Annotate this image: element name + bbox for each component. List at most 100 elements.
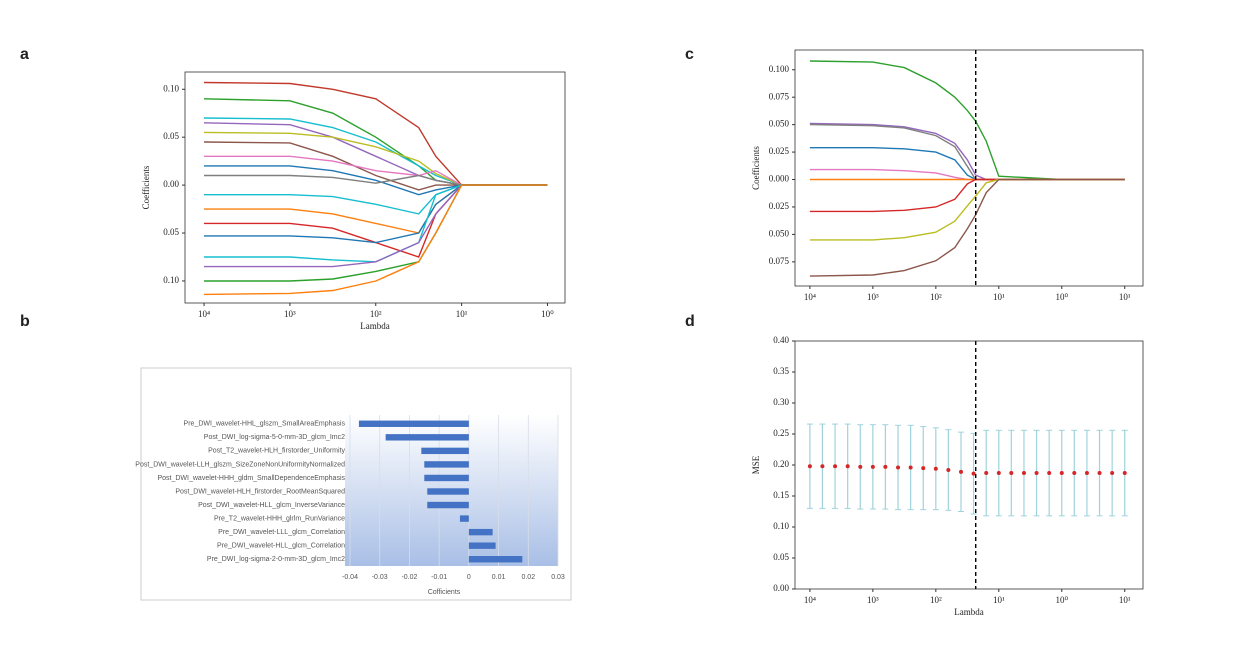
y-tick-label: 0.40: [773, 335, 789, 345]
y-tick-label: 0.10: [773, 521, 789, 531]
series-line: [809, 147, 1125, 181]
series-line: [809, 178, 1125, 241]
panel-label: a: [20, 46, 29, 63]
y-tick-label: 0.05: [163, 131, 179, 141]
mean-point: [807, 464, 812, 469]
bar: [468, 542, 496, 549]
category-label: Pre_DWI_log-sigma-2-0-mm-3D_glcm_Imc2: [207, 556, 345, 563]
mean-point: [971, 471, 976, 476]
bar: [459, 515, 469, 522]
y-axis-label: Coefficients: [141, 165, 151, 209]
y-tick-label: 0.075: [769, 256, 790, 266]
series-line: [204, 184, 548, 268]
category-label: Post_DWI_wavelet-LLH_glszm_SizeZoneNonUn…: [135, 461, 345, 468]
mean-point: [1084, 471, 1089, 476]
y-tick-label: 0.30: [773, 397, 789, 407]
bar: [468, 528, 493, 536]
x-tick-label: 10²: [930, 292, 942, 302]
series-line: [203, 131, 548, 186]
series-line: [204, 184, 548, 244]
y-tick-label: 0.075: [769, 91, 790, 101]
x-tick-label: 10⁰: [541, 309, 554, 319]
x-tick-label: 0: [467, 574, 471, 581]
plot-frame: [184, 71, 566, 304]
bar: [468, 556, 523, 563]
bar: [427, 488, 469, 495]
x-tick-label: 10³: [284, 309, 296, 319]
category-label: Pre_DWI_wavelet-HHL_glszm_SmallAreaEmpha…: [184, 421, 346, 428]
y-tick-label: 0.00: [163, 179, 179, 189]
y-axis-label: Coefficients: [751, 146, 761, 190]
series-line: [204, 184, 548, 258]
y-tick-label: 0.15: [773, 490, 789, 500]
series-line: [809, 122, 1125, 181]
mean-point: [1059, 471, 1064, 476]
series-line: [809, 178, 1125, 277]
x-tick-label: 10¹: [993, 595, 1005, 605]
x-tick-label: 10⁰: [1055, 595, 1068, 605]
mean-point: [870, 464, 875, 469]
mean-point: [1122, 471, 1127, 476]
y-tick-label: 0.00: [773, 583, 789, 593]
x-tick-label: 10¹: [1119, 292, 1131, 302]
mean-point: [958, 469, 963, 474]
y-tick-label: 0.10: [163, 83, 179, 93]
x-tick-label: 10⁰: [1055, 292, 1068, 302]
mean-point: [1034, 471, 1039, 476]
x-axis-label: Lambda: [360, 321, 390, 331]
category-label: Pre_T2_wavelet-HHH_glrlm_RunVariance: [214, 515, 345, 522]
y-tick-label: 0.35: [773, 366, 789, 376]
mean-point: [858, 464, 863, 469]
mean-point: [1021, 471, 1026, 476]
mean-point: [820, 464, 825, 469]
x-tick-label: 10²: [930, 595, 942, 605]
category-label: Pre_DWI_wavelet-LLL_glcm_Correlation: [218, 529, 345, 536]
mean-point: [1072, 471, 1077, 476]
bar: [424, 461, 469, 468]
bar: [385, 434, 469, 441]
y-tick-label: 0.10: [163, 275, 179, 285]
y-axis-label: MSE: [751, 455, 761, 474]
mean-point: [1110, 471, 1115, 476]
bar: [424, 474, 469, 482]
x-tick-label: 10³: [867, 292, 879, 302]
series-line: [204, 155, 548, 186]
x-axis-label: Lambda: [954, 607, 984, 617]
x-tick-label: 0.01: [492, 574, 506, 581]
category-label: Post_DWI_wavelet-HLH_firstorder_RootMean…: [175, 488, 345, 495]
category-label: Post_DWI_wavelet-HHH_gldm_SmallDependenc…: [157, 475, 345, 482]
x-tick-label: -0.03: [372, 574, 388, 581]
x-tick-label: 10⁴: [198, 309, 210, 319]
bar: [358, 420, 469, 427]
plot-frame: [794, 49, 1144, 287]
series-line: [203, 141, 548, 191]
x-tick-label: 10¹: [993, 292, 1005, 302]
x-tick-label: 10¹: [456, 309, 468, 319]
bar: [427, 501, 469, 509]
panel-label: d: [685, 313, 695, 330]
y-tick-label: 0.050: [769, 228, 790, 238]
series-line: [204, 165, 548, 196]
y-tick-label: 0.05: [773, 552, 789, 562]
series-line: [809, 123, 1125, 181]
x-tick-label: 0.03: [551, 574, 565, 581]
mean-point: [883, 464, 888, 469]
series-line: [204, 184, 548, 234]
mean-point: [933, 466, 938, 471]
y-tick-label: 0.025: [769, 201, 790, 211]
x-tick-label: 10⁴: [804, 292, 816, 302]
mean-point: [1047, 471, 1052, 476]
category-label: Pre_DWI_wavelet-HLL_glcm_Correlation: [217, 543, 345, 550]
series-line: [203, 184, 548, 296]
category-label: Post_DWI_wavelet-HLL_glcm_InverseVarianc…: [198, 502, 345, 509]
series-line: [203, 81, 548, 186]
x-tick-label: 10²: [370, 309, 382, 319]
y-tick-label: 0.20: [773, 459, 789, 469]
bar: [421, 447, 469, 455]
x-tick-label: 10³: [867, 595, 879, 605]
mean-point: [1097, 471, 1102, 476]
x-tick-label: -0.02: [401, 574, 417, 581]
y-tick-label: 0.050: [769, 119, 790, 129]
x-tick-label: 0.02: [521, 574, 535, 581]
y-tick-label: 0.100: [769, 64, 790, 74]
